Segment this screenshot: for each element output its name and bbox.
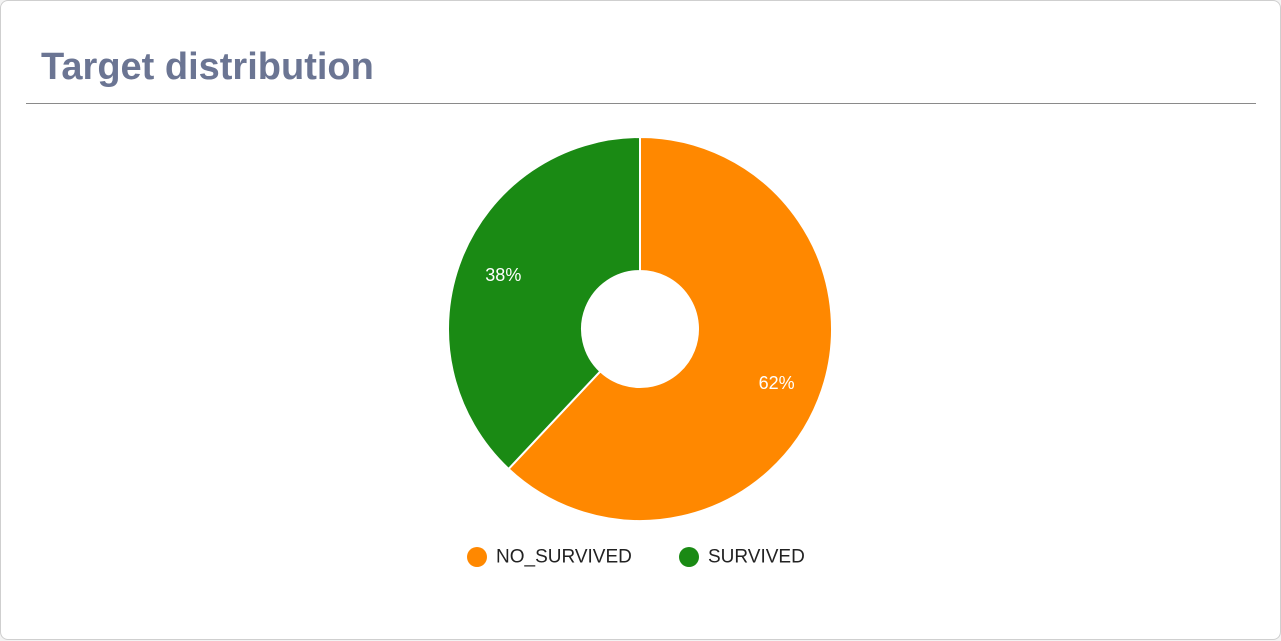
legend-swatch-survived [679, 547, 699, 567]
legend: NO_SURVIVED SURVIVED [467, 547, 805, 568]
legend-label-no-survived: NO_SURVIVED [496, 547, 632, 568]
slice-label-no-survived: 62% [759, 373, 795, 393]
legend-label-survived: SURVIVED [708, 547, 805, 568]
legend-item-survived[interactable]: SURVIVED [679, 547, 805, 568]
slice-label-survived: 38% [485, 265, 521, 285]
legend-swatch-no-survived [467, 547, 487, 567]
slice-no-survived[interactable] [507, 135, 833, 522]
slice-survived[interactable] [447, 135, 641, 471]
chart-title: Target distribution [41, 46, 374, 88]
legend-item-no-survived[interactable]: NO_SURVIVED [467, 547, 632, 568]
title-divider [26, 103, 1256, 104]
slices [447, 135, 833, 522]
